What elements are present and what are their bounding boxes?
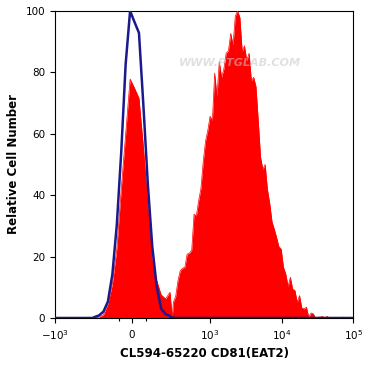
Y-axis label: Relative Cell Number: Relative Cell Number bbox=[7, 94, 20, 235]
X-axis label: CL594-65220 CD81(EAT2): CL594-65220 CD81(EAT2) bbox=[120, 347, 289, 360]
Text: WWW.PTGLAB.COM: WWW.PTGLAB.COM bbox=[179, 58, 301, 68]
